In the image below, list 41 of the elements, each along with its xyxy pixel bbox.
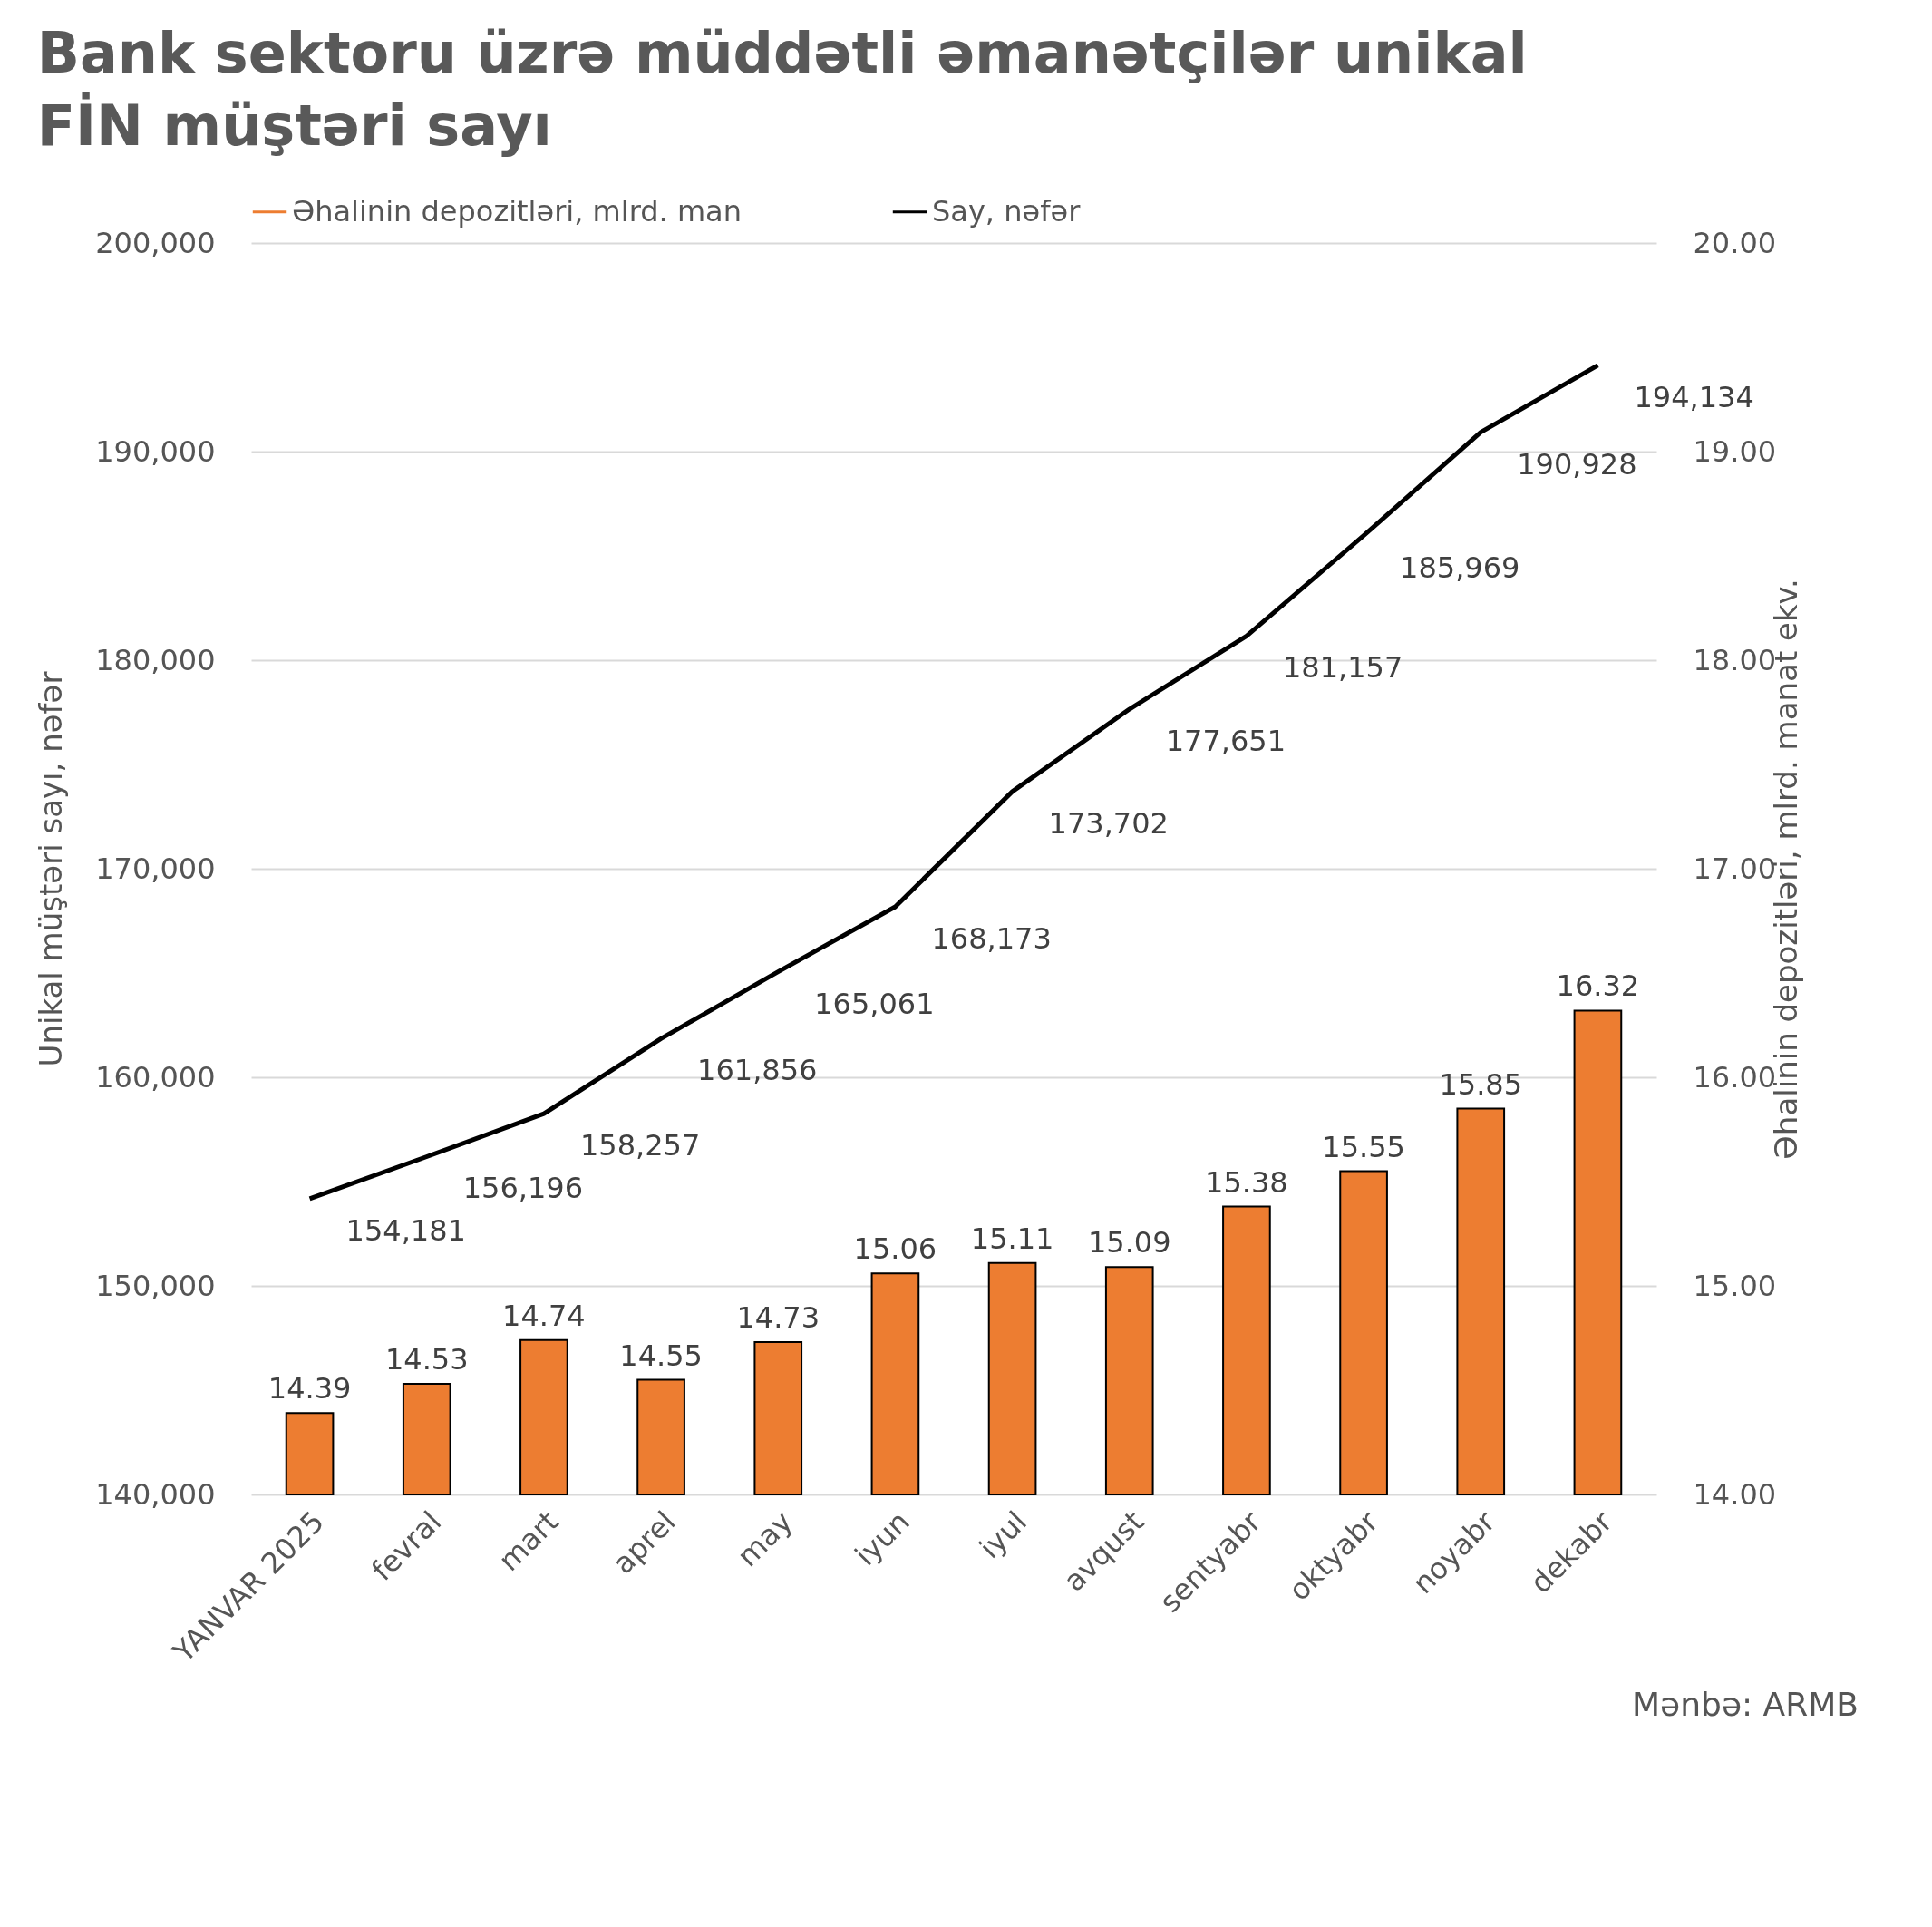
- data-label: 15.06: [853, 1231, 937, 1267]
- y2-tick-label: 20.00: [1693, 225, 1777, 260]
- y-tick-label: 170,000: [95, 851, 216, 886]
- y-axis-title: Unikal müştəri sayı, nəfər: [33, 671, 70, 1067]
- data-label: 177,651: [1165, 724, 1286, 759]
- data-label: 168,173: [931, 921, 1052, 957]
- x-tick-label: iyul: [972, 1504, 1034, 1566]
- y-tick-label: 200,000: [95, 225, 216, 260]
- y-tick-label: 180,000: [95, 642, 216, 677]
- y-tick-label: 160,000: [95, 1059, 216, 1095]
- data-label: 15.85: [1439, 1066, 1523, 1102]
- y2-tick-label: 19.00: [1693, 433, 1777, 469]
- data-label: 161,856: [697, 1053, 818, 1088]
- data-label: 173,702: [1048, 805, 1169, 841]
- y2-tick-label: 15.00: [1693, 1268, 1777, 1303]
- text: Mənbə: ARMB: [1631, 1686, 1859, 1723]
- data-label: 15.09: [1087, 1225, 1171, 1260]
- data-label: 14.73: [736, 1300, 820, 1336]
- legend-label: Say, nəfər: [932, 193, 1082, 229]
- data-label: 181,157: [1282, 650, 1403, 686]
- y2-tick-label: 14.00: [1693, 1476, 1777, 1512]
- data-label: 194,134: [1634, 379, 1754, 414]
- y-tick-label: 140,000: [95, 1476, 216, 1512]
- data-label: 16.32: [1556, 968, 1640, 1004]
- data-label: 156,196: [462, 1171, 584, 1206]
- data-label: 15.38: [1205, 1164, 1288, 1200]
- y-tick-label: 150,000: [95, 1268, 216, 1303]
- data-label: 15.55: [1322, 1129, 1405, 1164]
- data-label: 158,257: [579, 1128, 701, 1163]
- data-label: 15.11: [970, 1221, 1054, 1256]
- data-label: 14.53: [384, 1342, 469, 1377]
- y-tick-label: 190,000: [95, 433, 216, 469]
- data-label: 14.55: [619, 1338, 703, 1373]
- data-label: 165,061: [814, 986, 935, 1021]
- data-label: 14.39: [267, 1371, 352, 1406]
- data-label: 14.74: [502, 1298, 586, 1333]
- data-label: 154,181: [345, 1212, 466, 1248]
- data-label: 185,969: [1400, 550, 1520, 585]
- legend-label: Əhalinin depozitləri, mlrd. man: [292, 193, 742, 229]
- chart-title: Bank sektoru üzrə müddətli əmanətçilər unikal FİN müştəri sayı: [36, 20, 1528, 159]
- data-label: 190,928: [1517, 446, 1637, 482]
